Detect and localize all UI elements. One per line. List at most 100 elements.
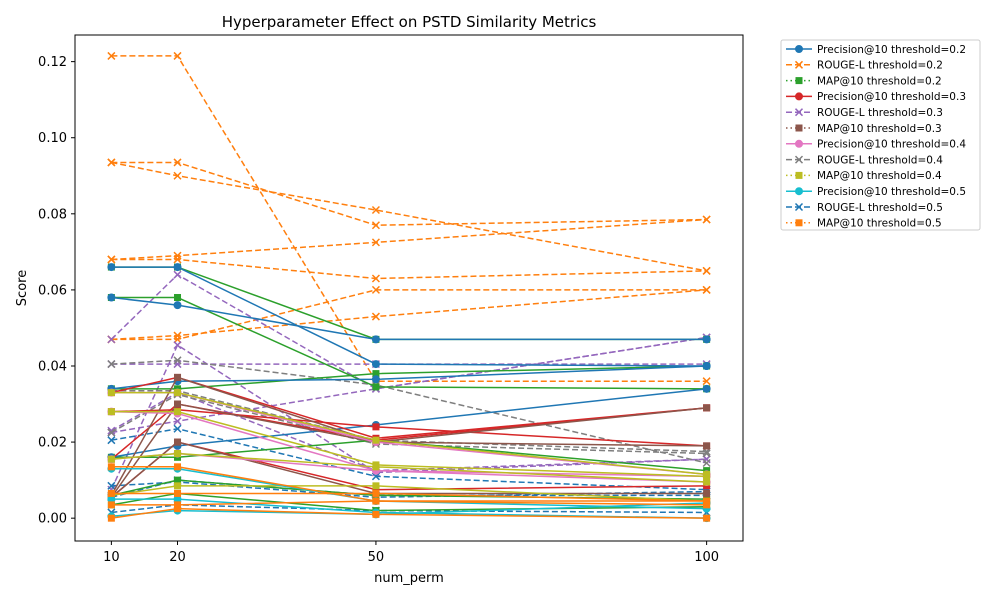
legend-marker	[795, 171, 803, 179]
x-tick-label: 10	[103, 550, 120, 565]
data-point	[372, 423, 380, 431]
y-tick-label: 0.12	[38, 55, 67, 70]
data-point	[702, 215, 711, 224]
y-tick-label: 0.06	[38, 283, 67, 298]
data-point	[173, 263, 182, 272]
data-point	[372, 482, 380, 490]
legend-label: ROUGE-L threshold=0.2	[817, 60, 943, 72]
data-point	[107, 158, 116, 167]
data-point	[371, 238, 380, 247]
series-25	[107, 263, 711, 370]
legend-marker	[795, 124, 803, 132]
data-point	[372, 510, 380, 518]
y-tick-label: 0.00	[38, 512, 67, 527]
data-point	[371, 274, 380, 283]
series-line	[111, 500, 707, 506]
data-point	[173, 171, 182, 180]
data-point	[702, 361, 711, 370]
data-point	[702, 266, 711, 275]
data-point	[703, 489, 711, 497]
legend-label: Precision@10 threshold=0.3	[817, 91, 966, 103]
series-line	[111, 393, 707, 455]
data-point	[107, 408, 115, 416]
data-point	[702, 458, 711, 468]
legend-label: MAP@10 threshold=0.3	[817, 123, 942, 135]
data-point	[173, 301, 182, 310]
data-point	[173, 270, 182, 279]
data-point	[371, 360, 380, 369]
series-line	[111, 492, 707, 502]
series-line	[111, 498, 707, 519]
data-point	[174, 438, 182, 446]
data-point	[174, 476, 182, 484]
series-line	[111, 410, 707, 478]
data-point	[703, 497, 711, 505]
legend-item: ROUGE-L threshold=0.2	[786, 60, 943, 72]
series-47	[107, 489, 711, 505]
series-line	[111, 296, 707, 390]
plot-frame	[74, 34, 744, 542]
data-point	[372, 489, 380, 497]
y-tick-label: 0.04	[38, 359, 67, 374]
data-point	[371, 221, 380, 230]
series-line	[111, 266, 707, 367]
data-point	[702, 285, 711, 294]
y-tick-label: 0.02	[38, 436, 67, 451]
chart-title: Hyperparameter Effect on PSTD Similarity…	[222, 13, 597, 31]
data-point	[107, 255, 116, 264]
legend-item: Precision@10 threshold=0.3	[786, 91, 966, 103]
series-line	[111, 289, 707, 341]
legend-item: ROUGE-L threshold=0.4	[786, 154, 943, 166]
data-point	[174, 449, 182, 457]
series-line	[111, 452, 707, 483]
y-tick-label: 0.10	[38, 131, 67, 146]
legend-item: Precision@10 threshold=0.2	[786, 44, 966, 56]
series-line	[111, 410, 707, 478]
data-point	[703, 404, 711, 412]
series-line	[111, 218, 707, 261]
legend-label: ROUGE-L threshold=0.4	[817, 154, 943, 166]
legend-label: Precision@10 threshold=0.5	[817, 186, 966, 198]
legend-marker	[794, 108, 804, 117]
data-point	[174, 373, 182, 381]
data-point	[107, 436, 116, 445]
series-line	[111, 485, 707, 502]
legend-marker	[794, 155, 804, 164]
legend-marker	[794, 202, 804, 212]
data-point	[702, 377, 711, 386]
series-line	[111, 289, 707, 341]
data-point	[107, 263, 116, 272]
data-point	[107, 489, 115, 497]
legend-item: MAP@10 threshold=0.3	[786, 123, 942, 135]
data-point	[174, 400, 182, 408]
data-point	[702, 335, 711, 344]
series-line	[111, 481, 707, 498]
data-point	[371, 375, 380, 384]
legend-frame	[780, 39, 981, 231]
series-line	[111, 466, 707, 502]
data-point	[174, 463, 182, 471]
data-point	[174, 408, 182, 416]
legend-item: ROUGE-L threshold=0.5	[786, 202, 943, 214]
data-point	[107, 455, 115, 463]
series-line	[111, 507, 707, 519]
data-point	[107, 293, 116, 302]
series-line	[111, 296, 707, 341]
legend-label: MAP@10 threshold=0.4	[817, 170, 942, 182]
data-point	[107, 51, 116, 60]
y-axis: 0.00 0.02 0.04 0.06 0.08 0.10 0.12	[38, 55, 75, 527]
data-point	[107, 428, 116, 437]
data-point	[174, 501, 182, 509]
data-point	[107, 463, 115, 471]
series-line	[111, 376, 707, 440]
plot-area	[107, 51, 711, 523]
data-point	[371, 335, 380, 344]
series-line	[110, 376, 707, 496]
data-point	[371, 285, 380, 294]
legend: Precision@10 threshold=0.2 ROUGE-L thresh…	[780, 39, 981, 231]
data-point	[174, 389, 182, 397]
legend-label: MAP@10 threshold=0.5	[817, 218, 942, 230]
series-line	[111, 391, 707, 476]
legend-label: ROUGE-L threshold=0.5	[817, 202, 943, 214]
